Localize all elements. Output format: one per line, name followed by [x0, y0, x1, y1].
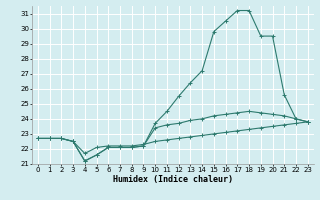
X-axis label: Humidex (Indice chaleur): Humidex (Indice chaleur) [113, 175, 233, 184]
